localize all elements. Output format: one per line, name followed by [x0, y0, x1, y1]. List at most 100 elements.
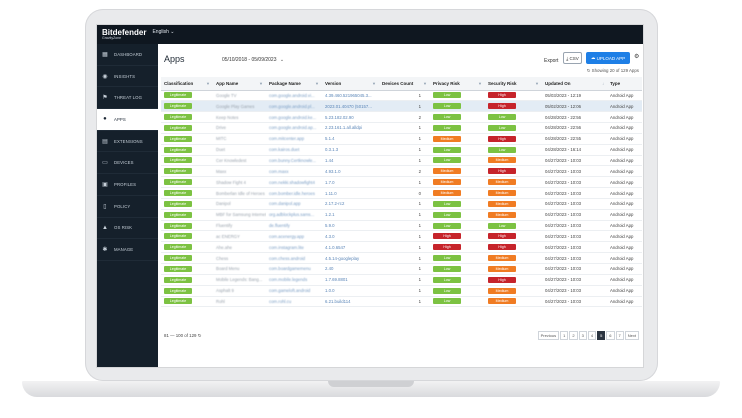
app-name[interactable]: MITC	[216, 136, 227, 142]
pagination-page[interactable]: 4	[587, 331, 597, 340]
column-header-privacy-risk[interactable]: Privacy Risk ▼	[430, 77, 485, 91]
sidebar-item-threat-log[interactable]: ⚑ THREAT LOG	[97, 87, 158, 110]
pagination-page[interactable]: 7	[615, 331, 624, 340]
table-row[interactable]: Legitimate Google Play Games com.google.an…	[161, 100, 642, 113]
app-name[interactable]: Fluentify	[216, 223, 233, 229]
app-name[interactable]: Cer Knowledest	[216, 157, 247, 163]
sidebar-item-devices[interactable]: ▭ DEVICES	[97, 152, 158, 175]
security-risk-badge: Medium	[488, 211, 516, 218]
column-header-app-name[interactable]: App Name ▼	[213, 77, 266, 91]
table-row[interactable]: Legitimate Ahe.ahe com.instagram.lite 4.1.0…	[161, 241, 642, 254]
sort-arrow-icon[interactable]: ↓	[602, 80, 604, 86]
pagination-previous[interactable]: Previous	[537, 331, 560, 340]
package-name: com.boardgamemenu	[269, 266, 311, 272]
refresh-icon[interactable]: ↻	[197, 333, 202, 338]
column-header-package-name[interactable]: Package Name ▼	[266, 77, 322, 91]
sidebar-item-apps[interactable]: ● APPS	[97, 109, 158, 131]
filter-icon[interactable]: ▼	[206, 80, 210, 86]
cell-updated-on: 04/27/2023 - 10:03	[542, 252, 607, 264]
sidebar-item-manage[interactable]: ✱ MANAGE	[97, 239, 158, 261]
filter-icon[interactable]: ▼	[535, 80, 539, 86]
column-header-updated-on[interactable]: Updated On ↓	[542, 77, 607, 91]
table-row[interactable]: Legitimate Chess com.chess.android 4.5.14-g…	[161, 252, 642, 264]
app-name[interactable]: ac ENERGY	[216, 233, 240, 239]
column-header-security-risk[interactable]: Security Risk ▼	[485, 77, 542, 91]
app-name[interactable]: MBF for Samsung Internet	[216, 212, 266, 218]
table-row[interactable]: Legitimate MITC com.mitcenter.app 5.1.4 1 Med…	[161, 133, 642, 145]
filter-icon[interactable]: ▼	[372, 80, 376, 86]
app-name[interactable]: Board Menu	[216, 266, 240, 272]
table-row[interactable]: Legitimate Duet com.kairos.duet 0.3.1.3 1 Low…	[161, 144, 642, 156]
date-range-value: 05/10/2018 - 05/09/2023	[222, 57, 277, 63]
filter-icon[interactable]: ▼	[423, 80, 427, 86]
table-row[interactable]: Legitimate Mobile Legends: Bang... com.mob…	[161, 274, 642, 286]
pagination-page[interactable]: 6	[606, 331, 615, 340]
refresh-icon[interactable]: ↻	[586, 68, 591, 73]
table-row[interactable]: Legitimate Cer Knowledest com.bunny.Certkn…	[161, 155, 642, 167]
table-row[interactable]: Legitimate Danipol com.danipol.app 2.17.2-r…	[161, 198, 642, 210]
column-header-type[interactable]: Type	[607, 77, 642, 91]
sidebar-item-policy[interactable]: ▯ POLICY	[97, 196, 158, 218]
app-name[interactable]: Bomberlan Idle of Heroes	[216, 190, 265, 196]
pagination-page[interactable]: 5	[597, 331, 606, 340]
table-row[interactable]: Legitimate Maxx com.maxx 4.93.1.0 2 Medium Hig…	[161, 165, 642, 178]
gear-icon[interactable]: ⚙	[634, 54, 640, 60]
pagination-page[interactable]: 3	[578, 331, 587, 340]
brand-logo[interactable]: Bitdefender GravityZone	[102, 28, 146, 41]
table-row[interactable]: Legitimate Fluentify de.fluentify 5.9.0 1 Low…	[161, 220, 642, 232]
pagination-page[interactable]: 1	[560, 331, 569, 340]
table-row[interactable]: Legitimate Board Menu com.boardgamemenu 2.4…	[161, 263, 642, 275]
cell-app-type: Android App	[607, 285, 642, 297]
app-name[interactable]: Asphalt 9	[216, 288, 234, 294]
table-row[interactable]: Legitimate Bomberlan Idle of Heroes com.bo…	[161, 187, 642, 199]
table-row[interactable]: Legitimate Google TV com.google.android.vi…	[161, 90, 642, 102]
table-row[interactable]: Legitimate ac ENERGY com.acenergy.app 4.3.0…	[161, 230, 642, 243]
sidebar-item-insights[interactable]: ◉ INSIGHTS	[97, 66, 158, 88]
classification-badge: Legitimate	[164, 287, 192, 294]
sidebar-item-profiles[interactable]: ▣ PROFILES	[97, 174, 158, 196]
app-name[interactable]: Drive	[216, 125, 227, 131]
app-name[interactable]: Maxx	[216, 168, 227, 174]
table-row[interactable]: Legitimate Drive com.google.android.ap... 2…	[161, 122, 642, 134]
app-name[interactable]: Google TV	[216, 92, 237, 98]
app-name[interactable]: Duet	[216, 147, 226, 153]
cell-devices-count: 1	[379, 220, 430, 232]
devices-count: 1	[418, 212, 421, 218]
cell-app-name: Duet	[213, 144, 266, 156]
cell-devices-count: 1	[379, 90, 430, 102]
filter-icon[interactable]: ▼	[478, 80, 482, 86]
cell-security-risk-badge: Low	[485, 111, 542, 124]
csv-button[interactable]: ⤓ CSV	[563, 52, 582, 64]
app-name[interactable]: Rohl	[216, 298, 225, 304]
language-selector[interactable]: English ⌄	[152, 29, 174, 35]
app-name[interactable]: Shadow Fight 4	[216, 179, 246, 185]
column-header-label: Package Name	[269, 80, 301, 86]
filter-icon[interactable]: ▼	[259, 80, 263, 86]
column-header-classification[interactable]: Classification ▼	[161, 77, 213, 91]
column-header-devices-count[interactable]: Devices Count ▼	[379, 77, 430, 91]
table-row[interactable]: Legitimate Shadow Fight 4 com.nekki.shadow…	[161, 176, 642, 189]
package-name: com.google.android.ke...	[269, 114, 317, 120]
date-range-picker[interactable]: 05/10/2018 - 05/09/2023 ⌄	[222, 57, 284, 63]
pagination-page[interactable]: 2	[569, 331, 578, 340]
table-row[interactable]: Legitimate Rohl com.rohl.cu 6.21.build114 1 L…	[161, 296, 642, 308]
column-header-version[interactable]: Version ▼	[322, 77, 379, 91]
pagination-next[interactable]: Next	[624, 331, 639, 340]
privacy-risk-badge: Low	[433, 146, 461, 153]
sidebar-item-os-risk[interactable]: ▲ OS RISK	[97, 218, 158, 240]
sidebar-item-extensions[interactable]: ▤ EXTENSIONS	[97, 131, 158, 153]
chevron-down-icon: ⌄	[170, 28, 175, 35]
filter-icon[interactable]: ▼	[315, 80, 319, 86]
app-name[interactable]: Chess	[216, 255, 229, 261]
table-row[interactable]: Legitimate Keep Notes com.google.android.k…	[161, 111, 642, 124]
sidebar-item-dashboard[interactable]: ▦ DASHBOARD	[97, 44, 158, 66]
table-row[interactable]: Legitimate MBF for Samsung Internet org.ad…	[161, 209, 642, 221]
app-name[interactable]: Google Play Games	[216, 103, 255, 109]
app-name[interactable]: Danipol	[216, 201, 231, 207]
upload-app-button[interactable]: ☁ UPLOAD APP	[586, 52, 630, 64]
app-name[interactable]: Keep Notes	[216, 114, 239, 120]
table-row[interactable]: Legitimate Asphalt 9 com.gameloft.android 1…	[161, 285, 642, 297]
updated-on: 04/27/2023 - 10:03	[545, 277, 582, 283]
app-name[interactable]: Ahe.ahe	[216, 244, 233, 250]
app-name[interactable]: Mobile Legends: Bang...	[216, 277, 263, 283]
